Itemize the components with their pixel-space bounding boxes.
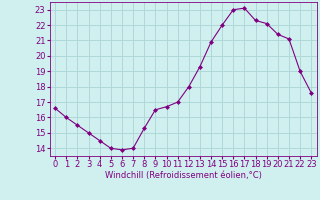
X-axis label: Windchill (Refroidissement éolien,°C): Windchill (Refroidissement éolien,°C) — [105, 171, 262, 180]
